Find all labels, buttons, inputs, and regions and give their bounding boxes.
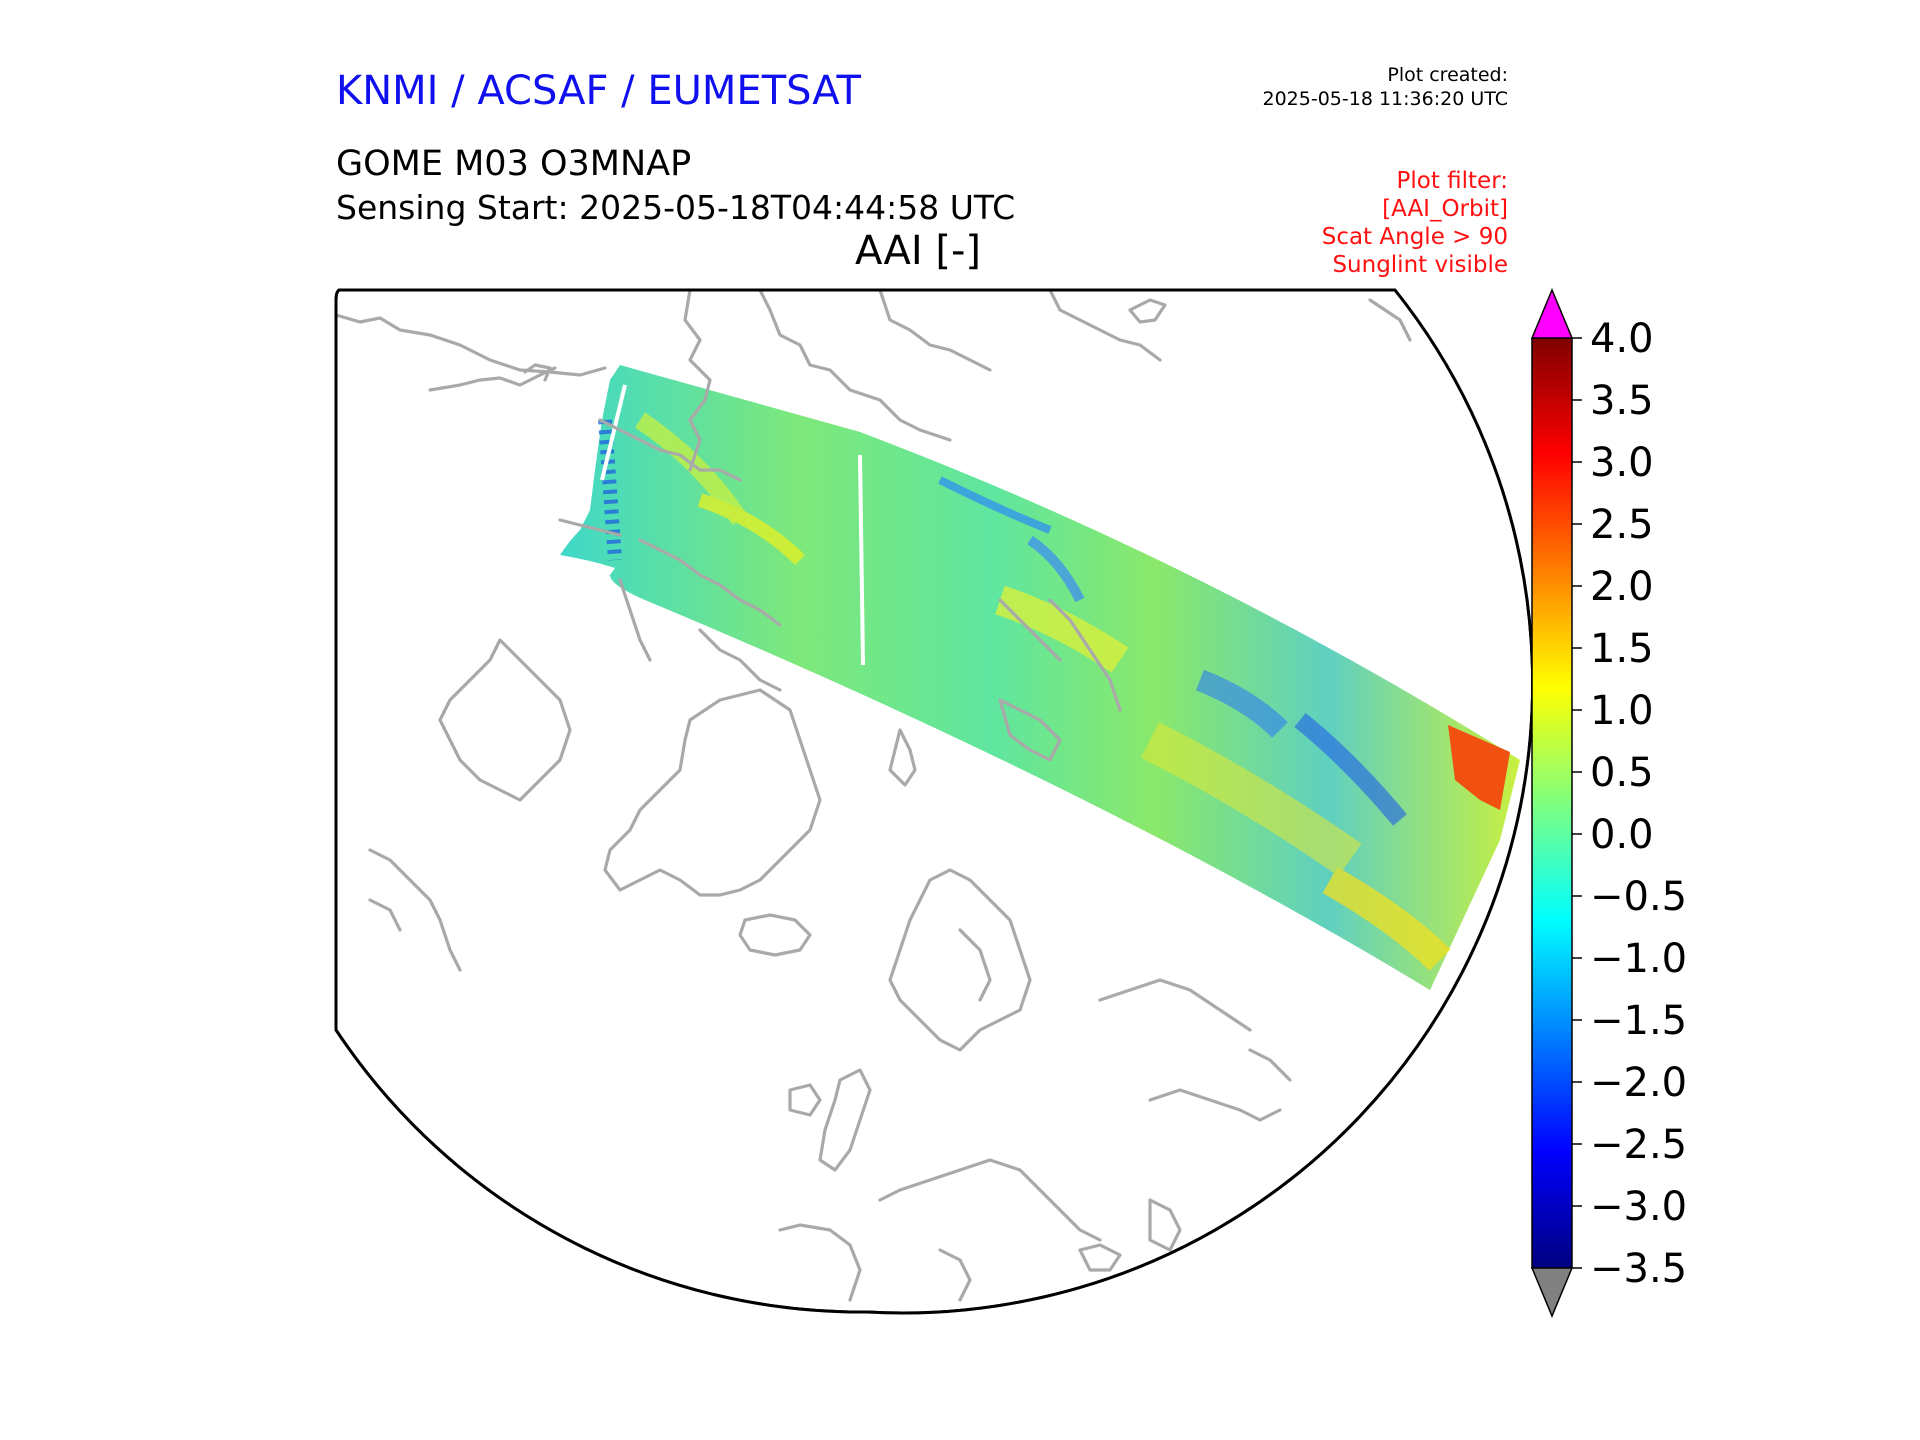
colorbar-tick-label: 3.0 (1590, 440, 1654, 486)
plot-filter-sunglint: Sunglint visible (1332, 252, 1508, 278)
colorbar-tick-label: 3.5 (1590, 378, 1654, 424)
map-area (336, 290, 1533, 1314)
colorbar-tick-label: −3.5 (1590, 1246, 1687, 1292)
colorbar-tick-label: 1.5 (1590, 626, 1654, 672)
colorbar-tick-label: −2.0 (1590, 1060, 1687, 1106)
colorbar-tick-label: 4.0 (1590, 316, 1654, 362)
colorbar-under-arrow (1530, 1267, 1574, 1318)
colorbar-tick-label: 1.0 (1590, 688, 1654, 734)
colorbar-tick-label: 2.0 (1590, 564, 1654, 610)
sensing-start: Sensing Start: 2025-05-18T04:44:58 UTC (336, 188, 1016, 227)
swath-gap-line (858, 454, 865, 666)
agency-title: KNMI / ACSAF / EUMETSAT (336, 68, 861, 114)
plot-created-label: Plot created: (1387, 64, 1508, 86)
colorbar-tick-label: −0.5 (1590, 874, 1687, 920)
colorbar-tick-label: 0.0 (1590, 812, 1654, 858)
coastlines (336, 290, 1412, 1302)
colorbar-ticks: 4.0 3.5 3.0 2.5 2.0 1.5 1.0 0.5 0.0 −0.5 −1.0 −1.5 −… (1572, 316, 1687, 1292)
colorbar: 4.0 3.5 3.0 2.5 2.0 1.5 1.0 0.5 0.0 −0.5 −1.0 −1.5 −… (1530, 288, 1687, 1318)
colorbar-over-arrow (1530, 288, 1574, 339)
colorbar-tick-label: −3.0 (1590, 1184, 1687, 1230)
colorbar-body (1531, 337, 1573, 1269)
high-aai-region (1448, 725, 1510, 810)
colorbar-tick-label: −2.5 (1590, 1122, 1687, 1168)
colorbar-tick-label: −1.5 (1590, 998, 1687, 1044)
colorbar-tick-label: −1.0 (1590, 936, 1687, 982)
variable-title: AAI [-] (855, 228, 981, 274)
product-title: GOME M03 O3MNAP (336, 144, 692, 184)
plot-filter-label: Plot filter: (1396, 168, 1508, 194)
plot-filter-orbit: [AAI_Orbit] (1382, 196, 1508, 222)
map-boundary-outline (334, 288, 1535, 1315)
swath-gap-line (600, 384, 627, 481)
colorbar-tick-label: 2.5 (1590, 502, 1654, 548)
plot-created-value: 2025-05-18 11:36:20 UTC (1262, 88, 1509, 110)
plot-filter-scat-angle: Scat Angle > 90 (1321, 224, 1508, 250)
colorbar-tick-label: 0.5 (1590, 750, 1654, 796)
